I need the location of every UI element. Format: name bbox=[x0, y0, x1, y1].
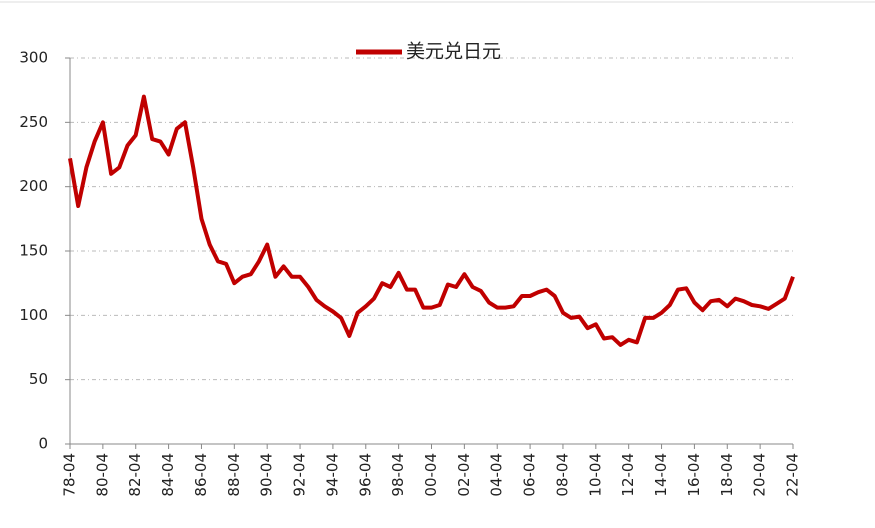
x-tick-label: 04-04 bbox=[488, 453, 506, 497]
x-tick-label: 88-04 bbox=[225, 453, 243, 497]
y-tick-label: 0 bbox=[38, 435, 48, 453]
x-tick-label: 78-04 bbox=[61, 453, 79, 497]
y-tick-label: 100 bbox=[19, 306, 48, 324]
x-tick-label: 00-04 bbox=[422, 453, 440, 497]
x-tick-label: 16-04 bbox=[685, 453, 703, 497]
x-tick-label: 12-04 bbox=[619, 453, 637, 497]
series-line bbox=[68, 94, 795, 347]
y-tick-label: 150 bbox=[19, 242, 48, 260]
x-tick-label: 94-04 bbox=[323, 453, 341, 497]
x-tick-label: 10-04 bbox=[586, 453, 604, 497]
x-tick-label: 86-04 bbox=[192, 453, 210, 497]
y-tick-label: 50 bbox=[29, 370, 48, 388]
y-tick-label: 200 bbox=[19, 177, 48, 195]
x-tick-label: 80-04 bbox=[93, 453, 111, 497]
x-tick-label: 96-04 bbox=[356, 453, 374, 497]
x-tick-label: 06-04 bbox=[521, 453, 539, 497]
x-tick-label: 92-04 bbox=[291, 453, 309, 497]
x-tick-label: 82-04 bbox=[126, 453, 144, 497]
x-tick-label: 20-04 bbox=[751, 453, 769, 497]
x-tick-label: 18-04 bbox=[718, 453, 736, 497]
legend-label: 美元兑日元 bbox=[406, 41, 501, 63]
x-tick-label: 22-04 bbox=[784, 453, 802, 497]
x-tick-label: 90-04 bbox=[258, 453, 276, 497]
x-tick-label: 84-04 bbox=[159, 453, 177, 497]
y-tick-label: 300 bbox=[19, 49, 48, 67]
x-tick-label: 14-04 bbox=[652, 453, 670, 497]
x-tick-label: 08-04 bbox=[553, 453, 571, 497]
y-tick-label: 250 bbox=[19, 113, 48, 131]
x-tick-label: 98-04 bbox=[389, 453, 407, 497]
x-tick-label: 02-04 bbox=[455, 453, 473, 497]
